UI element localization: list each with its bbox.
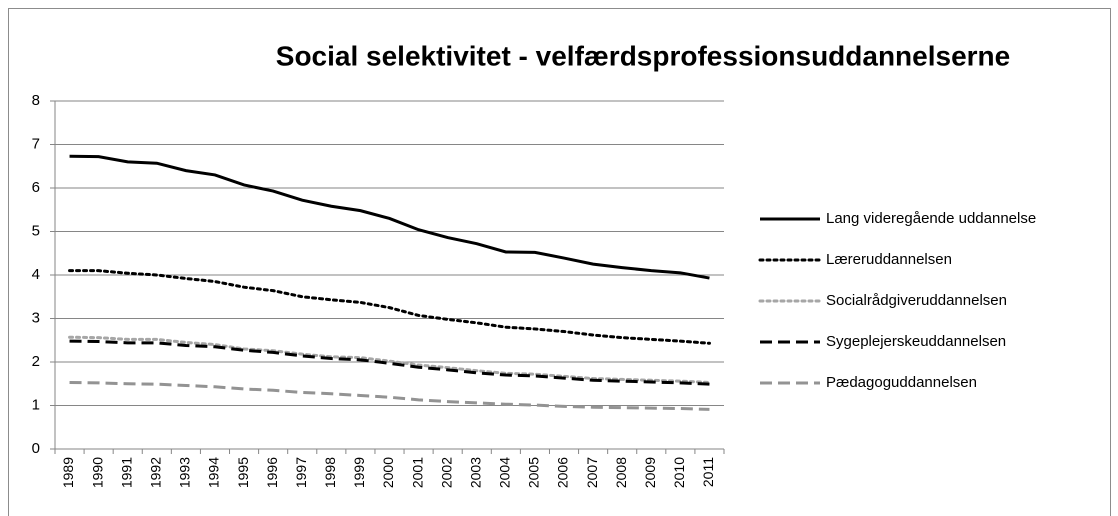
series-line	[69, 380, 710, 411]
x-tick-label: 1999	[351, 457, 367, 488]
x-tick-label: 2006	[555, 457, 571, 488]
x-tick-label: 1996	[264, 457, 280, 488]
x-tick-label: 1990	[89, 457, 105, 488]
legend-label: Læreruddannelsen	[826, 251, 952, 268]
x-tick-label: 2000	[380, 457, 396, 488]
x-tick-label: 1993	[177, 457, 193, 488]
y-tick-label: 0	[32, 440, 40, 457]
x-tick-label: 2011	[700, 457, 716, 487]
x-tick-label: 1998	[322, 457, 338, 488]
y-tick-label: 6	[32, 179, 40, 196]
series-line	[69, 154, 710, 280]
y-tick-label: 3	[32, 309, 40, 326]
x-tick-label: 2009	[642, 457, 658, 488]
x-tick-label: 1992	[148, 457, 164, 488]
x-tick-label: 2004	[497, 457, 513, 488]
x-tick-label: 1991	[118, 457, 134, 488]
series-line	[68, 335, 711, 384]
x-tick-label: 2007	[584, 457, 600, 488]
legend-label: Sygeplejerskeuddannelsen	[826, 333, 1006, 350]
x-tick-label: 1989	[60, 457, 76, 488]
y-tick-label: 8	[32, 92, 40, 109]
y-tick-label: 7	[32, 135, 40, 152]
x-tick-label: 2008	[613, 457, 629, 488]
x-tick-label: 2001	[409, 457, 425, 488]
legend-label: Lang videregående uddannelse	[826, 210, 1036, 227]
x-tick-label: 1995	[235, 457, 251, 488]
series-line	[68, 269, 711, 345]
x-tick-label: 2003	[467, 457, 483, 488]
y-tick-label: 2	[32, 353, 40, 370]
x-tick-label: 1994	[206, 457, 222, 488]
y-tick-label: 5	[32, 222, 40, 239]
chart-frame	[8, 8, 1111, 516]
x-tick-label: 1997	[293, 457, 309, 488]
y-tick-label: 4	[32, 266, 40, 283]
x-tick-label: 2005	[526, 457, 542, 488]
y-tick-label: 1	[32, 396, 40, 413]
legend-label: Pædagoguddannelsen	[826, 374, 977, 391]
x-tick-label: 2010	[671, 457, 687, 488]
chart-title: Social selektivitet - velfærdsprofession…	[276, 40, 1010, 71]
x-tick-label: 2002	[438, 457, 454, 488]
legend-label: Socialrådgiveruddannelsen	[826, 292, 1007, 309]
